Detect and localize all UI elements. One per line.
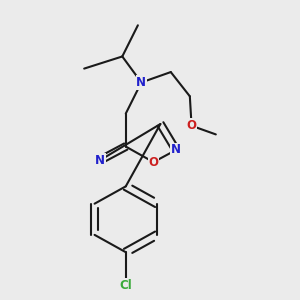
Text: O: O xyxy=(187,119,196,132)
Text: N: N xyxy=(136,76,146,89)
Text: N: N xyxy=(171,143,181,157)
Text: N: N xyxy=(95,154,105,167)
Text: O: O xyxy=(148,156,158,169)
Text: Cl: Cl xyxy=(119,279,132,292)
